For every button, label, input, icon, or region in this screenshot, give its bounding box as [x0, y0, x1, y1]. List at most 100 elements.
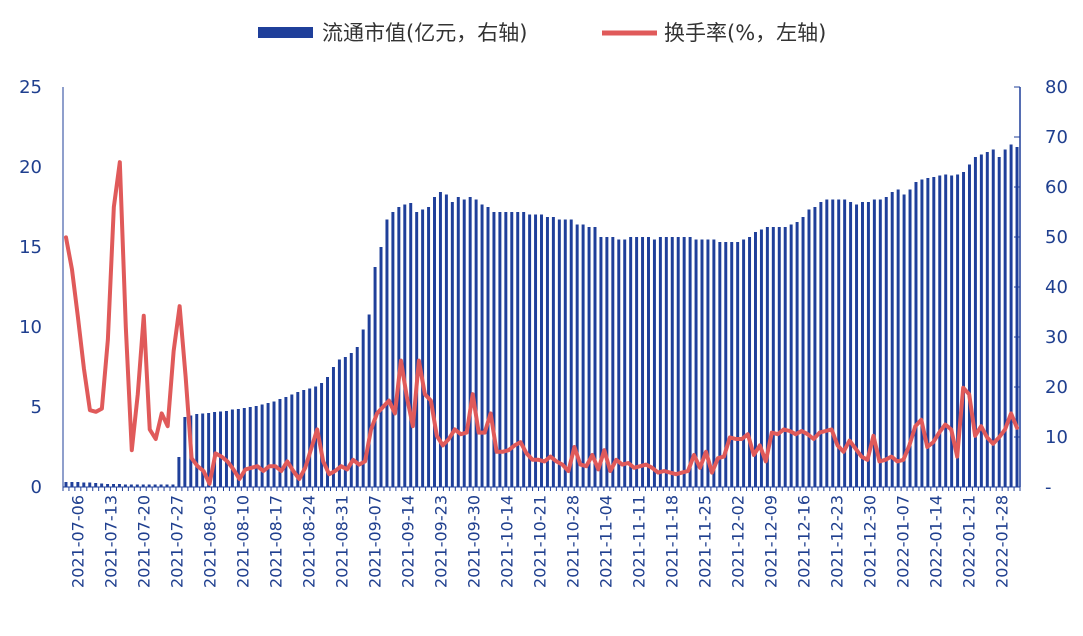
bar [320, 383, 324, 487]
bar [272, 401, 276, 487]
bar [219, 411, 222, 487]
bar [284, 397, 288, 487]
bar [296, 392, 300, 487]
bar-series [64, 144, 1019, 487]
x-tick-label: 2021-11-11 [630, 495, 649, 588]
bar [1015, 147, 1019, 487]
bar [819, 202, 823, 487]
right-tick-label: 10 [1045, 427, 1068, 448]
bar [361, 329, 365, 487]
bar [534, 214, 538, 487]
bar [504, 212, 508, 487]
bar [843, 199, 847, 487]
bar [349, 353, 353, 487]
x-tick-label: 2021-10-28 [564, 495, 583, 588]
bar [855, 204, 859, 487]
bar [569, 219, 573, 487]
bar [866, 202, 870, 487]
bar [789, 224, 793, 487]
bar [884, 197, 888, 487]
bar [991, 149, 995, 487]
bar [403, 204, 407, 487]
turnover-line [63, 160, 1020, 486]
bar [326, 377, 329, 487]
bar [581, 224, 585, 487]
bar [682, 237, 686, 487]
bar [641, 237, 645, 487]
x-tick-label: 2021-12-23 [828, 495, 847, 588]
bar [783, 227, 787, 487]
bar [492, 212, 496, 487]
bar [967, 164, 971, 487]
bar [878, 199, 882, 487]
x-tick-label: 2022-01-21 [960, 495, 979, 588]
legend-line-label: 换手率(%，左轴) [664, 21, 826, 45]
bar [397, 207, 401, 487]
bar [765, 227, 769, 487]
right-tick-label: - [1045, 477, 1052, 498]
x-tick-label: 2021-11-25 [696, 495, 715, 588]
x-tick-label: 2021-07-20 [135, 495, 154, 588]
bar [545, 217, 549, 487]
bar [849, 202, 853, 487]
bar [278, 399, 282, 487]
bar [201, 413, 205, 487]
bar [759, 229, 763, 487]
left-tick-label: 5 [31, 397, 42, 418]
bar [385, 219, 389, 487]
bar [308, 388, 312, 487]
bar [153, 484, 157, 487]
bar [652, 239, 656, 487]
bar [688, 237, 692, 487]
bar [266, 403, 270, 487]
bar [611, 237, 615, 487]
left-tick-label: 10 [19, 317, 42, 338]
bar [1003, 149, 1007, 487]
left-tick-label: 20 [19, 157, 42, 178]
bar [355, 347, 359, 487]
bar [135, 484, 139, 487]
x-tick-label: 2021-08-31 [333, 495, 352, 588]
bar [890, 192, 894, 487]
bar [635, 237, 639, 487]
x-tick-label: 2021-08-24 [300, 495, 319, 588]
bar [248, 407, 252, 487]
bar [516, 212, 520, 487]
x-tick-label: 2021-09-23 [432, 495, 451, 588]
bar [962, 172, 966, 487]
x-tick-label: 2021-12-02 [729, 495, 748, 588]
bar [207, 413, 211, 487]
right-tick-label: 60 [1045, 177, 1068, 198]
bar [664, 237, 668, 487]
bar [926, 178, 930, 487]
x-tick-label: 2021-10-14 [498, 495, 517, 588]
bar [70, 482, 74, 487]
bar [950, 175, 954, 487]
right-tick-label: 40 [1045, 277, 1068, 298]
bar [474, 199, 478, 487]
bar [985, 152, 989, 487]
bar [171, 484, 175, 487]
x-tick-label: 2021-09-30 [465, 495, 484, 588]
x-tick-label: 2022-01-14 [927, 495, 946, 588]
bar [831, 199, 835, 487]
left-tick-label: 15 [19, 237, 42, 258]
bar [825, 199, 829, 487]
bar [920, 179, 924, 487]
bar [736, 242, 740, 487]
bar [444, 194, 448, 487]
right-tick-label: 80 [1045, 77, 1068, 98]
bar [861, 202, 864, 487]
bar [433, 197, 436, 487]
x-tick-label: 2022-01-07 [894, 495, 913, 588]
bar [997, 157, 1001, 487]
bar [409, 203, 413, 487]
right-tick-label: 50 [1045, 227, 1068, 248]
bar [177, 457, 181, 487]
bar [462, 199, 466, 487]
left-tick-label: 0 [31, 477, 42, 498]
bar [94, 483, 98, 487]
bar [302, 390, 306, 487]
bar [706, 239, 710, 487]
x-tick-label: 2022-01-28 [993, 495, 1012, 588]
